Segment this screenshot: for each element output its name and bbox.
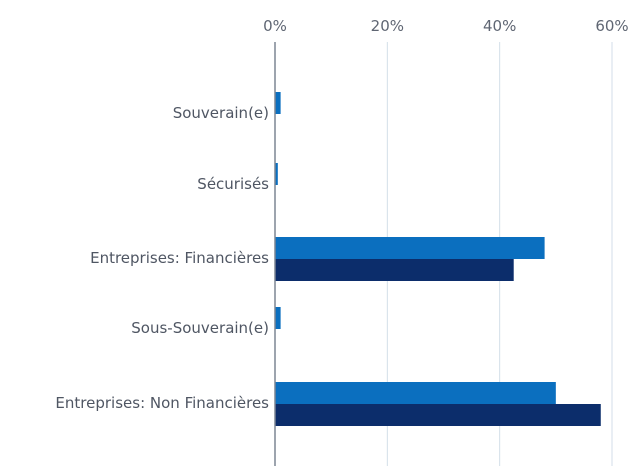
category-label: Entreprises: Non Financières (55, 394, 269, 412)
category-label: Entreprises: Financières (90, 249, 269, 267)
category-label: Souverain(e) (173, 104, 269, 122)
x-tick-label: 0% (263, 17, 287, 35)
bar (275, 92, 281, 114)
bar (275, 237, 545, 259)
bar (275, 259, 514, 281)
bar (275, 163, 278, 185)
bar (275, 382, 556, 404)
x-tick-label: 60% (595, 17, 628, 35)
category-label: Sécurisés (197, 175, 269, 193)
x-tick-label: 40% (483, 17, 516, 35)
bar (275, 404, 601, 426)
bars (275, 92, 601, 426)
x-tick-label: 20% (371, 17, 404, 35)
bar (275, 307, 281, 329)
labels: 0% 20% 40% 60% Souverain(e) Sécurisés Entrepri… (55, 17, 628, 412)
category-label: Sous-Souverain(e) (131, 319, 269, 337)
